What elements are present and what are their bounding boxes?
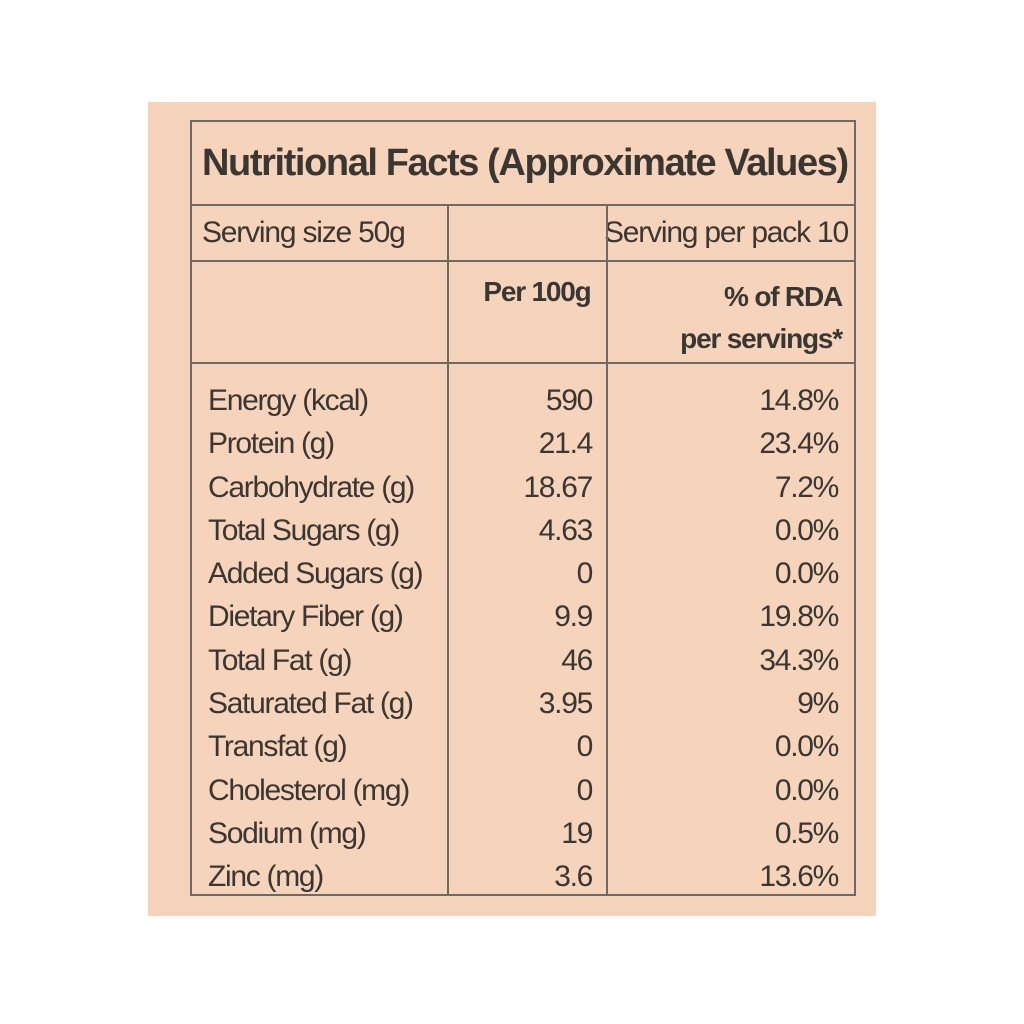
nutrient-name: Cholesterol (mg) — [208, 773, 410, 807]
nutrient-name: Sodium (mg) — [208, 816, 367, 850]
nutrient-name: Total Fat (g) — [208, 643, 352, 677]
nutrient-per-100g: 18.67 — [523, 470, 593, 504]
nutrient-per-100g: 0 — [576, 557, 594, 591]
nutrition-facts-table: Nutritional Facts (Approximate Values) S… — [190, 120, 856, 896]
nutrient-name: Energy (kcal) — [208, 384, 369, 417]
nutrient-name: Total Sugars (g) — [208, 513, 400, 547]
table-title: Nutritional Facts (Approximate Values) — [192, 122, 854, 206]
serving-size: Serving size 50g — [202, 216, 406, 249]
nutrient-rda: 9% — [797, 687, 839, 721]
table-row: Transfat (g) 0 0.0% — [192, 730, 854, 773]
nutrient-rows: Energy (kcal) 590 14.8% Protein (g) 21.4… — [192, 384, 854, 904]
nutrient-per-100g: 0 — [576, 730, 594, 764]
nutrient-rda: 0.0% — [774, 730, 839, 764]
nutrient-per-100g: 46 — [561, 643, 593, 677]
nutrient-per-100g: 3.6 — [554, 860, 593, 894]
serving-per-pack: Serving per pack 10 — [603, 216, 849, 249]
serving-row: Serving size 50g Serving per pack 10 — [192, 206, 854, 262]
nutrient-rda: 0.5% — [774, 816, 839, 850]
column-header-rda-line2: per servings* — [680, 323, 843, 354]
nutrient-rda: 0.0% — [774, 513, 839, 547]
nutrient-per-100g: 9.9 — [554, 600, 593, 634]
nutrient-name: Carbohydrate (g) — [208, 470, 415, 504]
table-row: Saturated Fat (g) 3.95 9% — [192, 687, 854, 730]
nutrient-rda: 23.4% — [759, 427, 839, 461]
nutrient-name: Protein (g) — [208, 427, 335, 461]
nutrient-name: Zinc (mg) — [208, 860, 324, 894]
table-row: Total Sugars (g) 4.63 0.0% — [192, 514, 854, 557]
nutrient-per-100g: 19 — [561, 816, 593, 850]
column-divider-2 — [606, 206, 608, 896]
table-row: Cholesterol (mg) 0 0.0% — [192, 774, 854, 817]
table-row: Zinc (mg) 3.6 13.6% — [192, 860, 854, 903]
table-row: Energy (kcal) 590 14.8% — [192, 384, 854, 427]
nutrient-name: Transfat (g) — [208, 730, 348, 764]
column-header-per-100g: Per 100g — [483, 276, 591, 307]
nutrient-rda: 7.2% — [774, 470, 839, 504]
nutrient-rda: 19.8% — [759, 600, 839, 634]
nutrient-rda: 0.0% — [774, 773, 839, 807]
table-row: Carbohydrate (g) 18.67 7.2% — [192, 471, 854, 514]
table-row: Protein (g) 21.4 23.4% — [192, 427, 854, 470]
nutrient-per-100g: 590 — [545, 384, 593, 417]
nutrient-rda: 0.0% — [774, 557, 839, 591]
nutrient-per-100g: 0 — [576, 773, 594, 807]
nutrient-per-100g: 3.95 — [538, 687, 594, 721]
label-panel: Nutritional Facts (Approximate Values) S… — [148, 102, 876, 916]
table-row: Added Sugars (g) 0 0.0% — [192, 557, 854, 600]
column-divider-1 — [447, 206, 449, 896]
nutrient-per-100g: 21.4 — [538, 427, 594, 461]
column-header-rda-line1: % of RDA — [724, 281, 843, 312]
table-row: Sodium (mg) 19 0.5% — [192, 817, 854, 860]
column-header-rda: % of RDA per servings* — [680, 276, 843, 360]
nutrient-name: Added Sugars (g) — [208, 557, 424, 591]
nutrient-per-100g: 4.63 — [538, 513, 594, 547]
nutrient-rda: 14.8% — [759, 384, 839, 417]
column-header-row: Per 100g % of RDA per servings* — [192, 262, 854, 364]
nutrient-name: Saturated Fat (g) — [208, 687, 414, 721]
nutrient-rda: 34.3% — [759, 643, 839, 677]
nutrient-name: Dietary Fiber (g) — [208, 600, 404, 634]
table-row: Dietary Fiber (g) 9.9 19.8% — [192, 600, 854, 643]
table-row: Total Fat (g) 46 34.3% — [192, 644, 854, 687]
nutrient-rda: 13.6% — [759, 860, 839, 894]
